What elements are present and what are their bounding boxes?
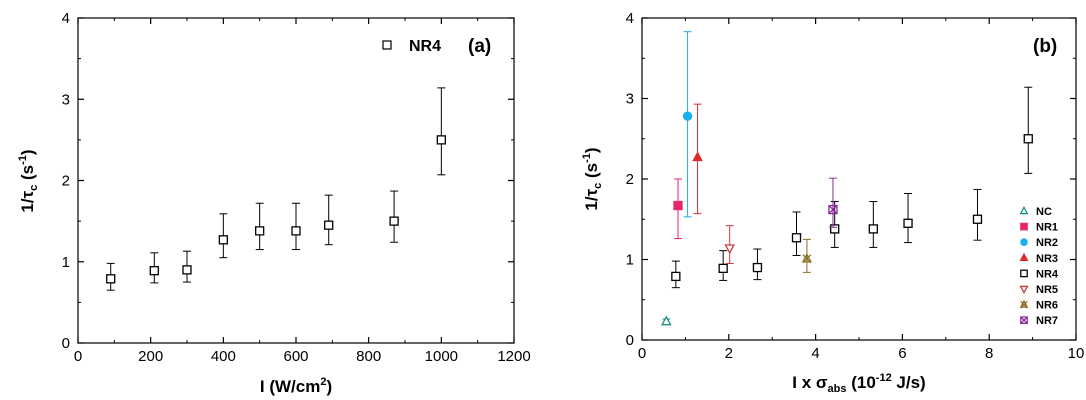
legend-label-nc-b: NC: [1036, 206, 1052, 218]
legend-marker-nr7-b: [1020, 316, 1028, 325]
axis-ticks-a: 0 200 400 600 800 1000 1200 0 1 2 3 4: [62, 10, 531, 365]
x-tick-label-b-0: 0: [638, 345, 646, 362]
chart-panel-a: 0 200 400 600 800 1000 1200 0 1 2 3 4 (a) NR4 I (W/…: [17, 10, 531, 396]
data-point-b-nr4-8: [1023, 134, 1033, 144]
panel-label-b: (b): [1033, 36, 1057, 57]
chart-panel-b: 0 2 4 6 8 10 0 1 2 3 4 (b) NC NR1 NR2 NR3 NR4 NR5 NR6 NR7…: [581, 10, 1084, 395]
legend-label-nr6-b: NR6: [1036, 300, 1058, 312]
x-tick-label-b-1: 2: [725, 345, 733, 362]
data-point-b-nr4-4: [830, 224, 840, 234]
legend-label-nr5-b: NR5: [1036, 284, 1058, 296]
data-point-b-nr4-1: [718, 263, 728, 274]
data-point-a-nr4-5: [291, 226, 301, 236]
data-point-b-nr7-0: [828, 204, 838, 215]
legend-label-nr3-b: NR3: [1036, 253, 1058, 265]
y-tick-label-a-2: 2: [62, 173, 70, 190]
x-tick-label-b-4: 8: [985, 345, 993, 362]
y-tick-label-a-0: 0: [62, 335, 70, 352]
data-point-b-nr3-0: [692, 151, 703, 162]
data-point-b-nr2-0: [682, 111, 693, 121]
panel-label-a: (a): [468, 36, 491, 57]
data-marks-a: [106, 87, 446, 291]
data-point-b-nr6-0: [801, 252, 812, 264]
legend-marker-nr4-b: [1020, 269, 1028, 278]
y-axis-label-a: 1/τc (s-1): [17, 149, 40, 212]
data-marks-b: [661, 31, 1033, 326]
data-point-a-nr4-3: [218, 235, 228, 245]
x-tick-label-a-3: 600: [283, 348, 308, 365]
legend-a: NR4: [382, 38, 441, 55]
legend-marker-nr2-b: [1020, 238, 1028, 247]
data-point-a-nr4-1: [149, 266, 159, 276]
data-point-b-nr4-7: [972, 214, 983, 224]
legend-label-nr7-b: NR7: [1036, 315, 1058, 327]
x-tick-label-a-4: 800: [356, 348, 381, 365]
plot-frame-b: [641, 17, 1077, 341]
x-tick-label-a-6: 1200: [497, 348, 530, 365]
legend-marker-nr1-b: [1020, 222, 1028, 231]
legend-b: NC NR1 NR2 NR3 NR4 NR5 NR6 NR7: [1019, 205, 1059, 327]
legend-label-nr2-b: NR2: [1036, 237, 1058, 249]
legend-marker-nc-b: [1019, 205, 1029, 215]
legend-label-nr4-a: NR4: [409, 38, 441, 55]
x-tick-label-b-5: 10: [1068, 345, 1085, 362]
legend-marker-nr6-b: [1019, 299, 1029, 309]
legend-marker-nr5-b: [1019, 285, 1029, 295]
y-axis-label-b: 1/τc (s-1): [581, 147, 604, 210]
legend-label-nr1-b: NR1: [1036, 222, 1058, 234]
x-tick-label-a-1: 200: [138, 348, 163, 365]
data-point-b-nr4-3: [791, 233, 802, 243]
data-point-a-nr4-2: [182, 265, 192, 275]
axis-ticks-b: 0 2 4 6 8 10 0 1 2 3 4: [626, 10, 1085, 362]
data-point-b-nr1-0: [673, 200, 683, 211]
legend-marker-nr3-b: [1019, 252, 1029, 262]
data-point-a-nr4-7: [389, 216, 399, 226]
data-point-b-nr4-0: [671, 271, 681, 282]
data-point-b-nr5-0: [724, 244, 735, 255]
legend-label-nr4-b: NR4: [1036, 268, 1059, 280]
x-tick-label-a-5: 1000: [425, 348, 458, 365]
data-point-b-nr4-5: [868, 224, 878, 234]
y-tick-label-b-4: 4: [626, 10, 634, 27]
y-tick-label-a-3: 3: [62, 91, 70, 108]
x-tick-label-b-2: 4: [811, 345, 819, 362]
x-axis-label-a: I (W/cm2): [260, 376, 332, 396]
data-point-a-nr4-6: [324, 220, 334, 230]
data-point-a-nr4-4: [255, 226, 265, 236]
y-tick-label-b-3: 3: [626, 91, 634, 108]
data-point-a-nr4-8: [436, 135, 446, 145]
x-tick-label-a-0: 0: [74, 348, 82, 365]
x-tick-label-b-3: 6: [898, 345, 906, 362]
y-tick-label-b-2: 2: [626, 171, 634, 188]
x-axis-label-b: I x σabs (10-12 J/s): [792, 372, 925, 395]
y-tick-label-a-1: 1: [62, 254, 70, 271]
y-tick-label-b-0: 0: [626, 332, 634, 349]
data-point-b-nr4-2: [752, 262, 763, 273]
data-point-b-nr4-6: [903, 218, 913, 228]
legend-marker-nr4-a: [382, 40, 392, 50]
y-tick-label-b-1: 1: [626, 252, 634, 269]
data-point-b-nc-0: [661, 315, 672, 326]
plot-frame-a: [77, 17, 515, 344]
y-tick-label-a-4: 4: [62, 10, 70, 27]
data-point-a-nr4-0: [106, 274, 116, 284]
x-tick-label-a-2: 400: [211, 348, 236, 365]
